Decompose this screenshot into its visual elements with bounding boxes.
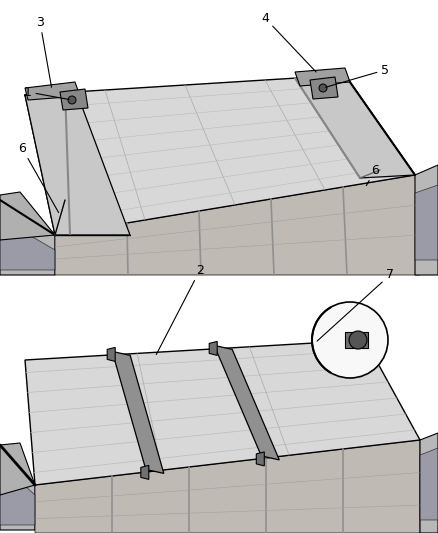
Polygon shape	[0, 200, 55, 275]
Polygon shape	[295, 75, 415, 178]
Polygon shape	[310, 77, 338, 99]
Polygon shape	[345, 332, 368, 348]
Text: 1: 1	[24, 85, 69, 100]
Polygon shape	[25, 82, 80, 100]
Polygon shape	[141, 465, 149, 479]
Polygon shape	[0, 443, 35, 495]
Text: 2: 2	[156, 263, 204, 354]
Polygon shape	[295, 68, 350, 86]
Polygon shape	[107, 348, 115, 361]
Circle shape	[312, 302, 388, 378]
Polygon shape	[25, 75, 415, 235]
Circle shape	[349, 331, 367, 349]
Circle shape	[68, 96, 76, 104]
Polygon shape	[420, 448, 438, 520]
Polygon shape	[0, 450, 35, 530]
Text: 3: 3	[36, 15, 52, 87]
Text: 6: 6	[18, 141, 59, 213]
Polygon shape	[55, 175, 420, 275]
Circle shape	[319, 84, 327, 92]
Polygon shape	[0, 463, 35, 525]
Polygon shape	[0, 192, 55, 240]
Polygon shape	[60, 89, 88, 110]
Polygon shape	[0, 218, 55, 270]
Polygon shape	[25, 340, 420, 485]
Polygon shape	[35, 440, 420, 533]
Text: 5: 5	[326, 63, 389, 87]
Text: 6: 6	[366, 164, 379, 185]
Polygon shape	[420, 433, 438, 533]
Polygon shape	[25, 88, 130, 235]
Polygon shape	[256, 452, 264, 466]
Polygon shape	[214, 345, 279, 460]
Polygon shape	[415, 165, 438, 275]
Polygon shape	[415, 185, 438, 260]
Text: 4: 4	[261, 12, 316, 72]
Polygon shape	[112, 351, 164, 473]
Polygon shape	[209, 342, 217, 356]
Text: 7: 7	[317, 269, 394, 341]
